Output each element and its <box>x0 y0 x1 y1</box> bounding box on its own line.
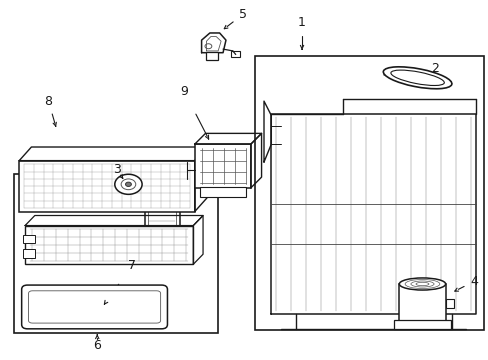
Bar <box>254 55 483 329</box>
Bar <box>19 161 194 212</box>
Bar <box>22 235 35 243</box>
Text: 9: 9 <box>180 85 187 98</box>
Bar <box>25 226 193 264</box>
Bar <box>14 174 218 333</box>
Ellipse shape <box>399 278 445 290</box>
Bar <box>199 187 245 197</box>
Text: 7: 7 <box>128 259 136 272</box>
Circle shape <box>125 182 131 186</box>
Text: 1: 1 <box>298 16 305 29</box>
Ellipse shape <box>390 70 444 85</box>
Bar <box>399 284 445 321</box>
Bar <box>148 179 175 243</box>
Text: 5: 5 <box>239 8 246 21</box>
Bar <box>194 144 250 188</box>
Text: 6: 6 <box>93 339 101 352</box>
Ellipse shape <box>383 67 451 89</box>
Bar <box>394 320 449 329</box>
Circle shape <box>115 174 142 194</box>
FancyBboxPatch shape <box>21 285 167 329</box>
Bar <box>230 50 239 57</box>
Bar <box>206 52 218 60</box>
Bar <box>445 299 453 308</box>
Bar <box>22 249 35 258</box>
Text: 3: 3 <box>113 163 121 176</box>
Bar <box>144 176 179 246</box>
Text: 2: 2 <box>430 62 438 75</box>
Text: 8: 8 <box>44 95 52 108</box>
Text: 4: 4 <box>470 275 478 288</box>
